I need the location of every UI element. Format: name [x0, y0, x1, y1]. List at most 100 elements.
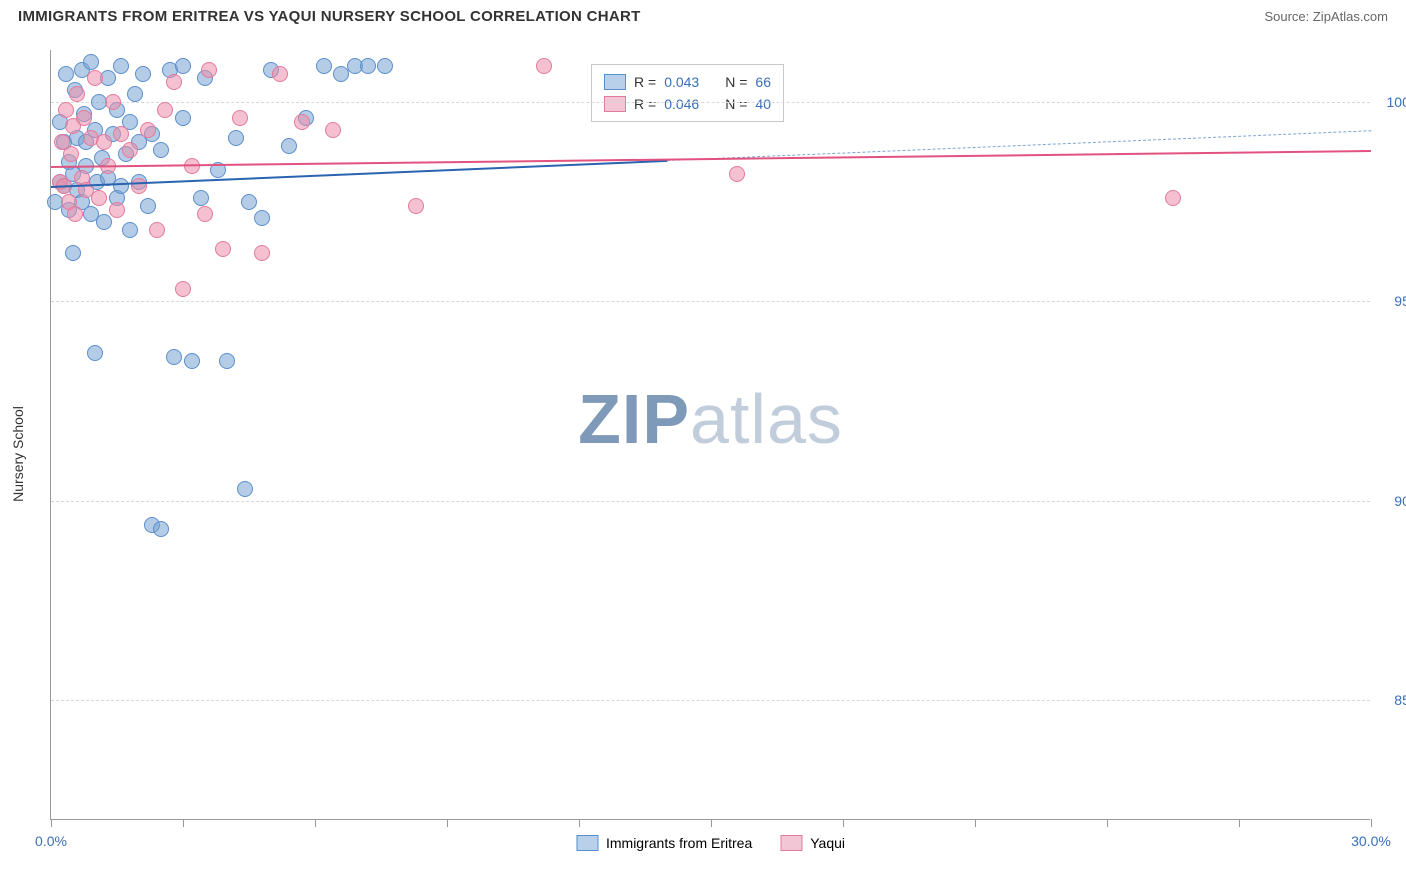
watermark-light: atlas: [690, 380, 843, 458]
correlation-legend: R = 0.043 N = 66 R = 0.046 N = 40: [591, 64, 784, 122]
series-legend-item: Yaqui: [780, 835, 845, 851]
legend-swatch: [576, 835, 598, 851]
scatter-point: [65, 245, 81, 261]
gridline: [51, 700, 1370, 701]
x-tick: [1371, 819, 1372, 827]
y-tick-label: 100.0%: [1387, 94, 1406, 110]
legend-swatch: [604, 96, 626, 112]
x-tick: [51, 819, 52, 827]
scatter-point: [87, 70, 103, 86]
series-name: Yaqui: [810, 835, 845, 851]
scatter-point: [140, 198, 156, 214]
scatter-point: [197, 206, 213, 222]
chart-title: IMMIGRANTS FROM ERITREA VS YAQUI NURSERY…: [18, 8, 641, 25]
scatter-point: [272, 66, 288, 82]
y-tick-label: 85.0%: [1394, 692, 1406, 708]
watermark-bold: ZIP: [578, 380, 690, 458]
legend-n-label: N =: [725, 93, 747, 115]
scatter-point: [281, 138, 297, 154]
scatter-point: [140, 122, 156, 138]
scatter-point: [254, 245, 270, 261]
scatter-point: [122, 142, 138, 158]
trend-line: [51, 150, 1371, 168]
legend-row: R = 0.046 N = 40: [604, 93, 771, 115]
gridline: [51, 301, 1370, 302]
y-axis-label: Nursery School: [10, 406, 26, 502]
y-tick-label: 90.0%: [1394, 493, 1406, 509]
gridline: [51, 102, 1370, 103]
x-tick: [843, 819, 844, 827]
legend-n-value: 40: [755, 93, 771, 115]
scatter-point: [184, 353, 200, 369]
scatter-point: [135, 66, 151, 82]
scatter-point: [113, 178, 129, 194]
scatter-point: [122, 222, 138, 238]
y-tick-label: 95.0%: [1394, 293, 1406, 309]
scatter-point: [91, 190, 107, 206]
x-tick: [975, 819, 976, 827]
x-tick: [315, 819, 316, 827]
scatter-point: [76, 110, 92, 126]
scatter-point: [201, 62, 217, 78]
scatter-point: [1165, 190, 1181, 206]
scatter-point: [294, 114, 310, 130]
scatter-point: [215, 241, 231, 257]
legend-swatch: [604, 74, 626, 90]
scatter-point: [105, 94, 121, 110]
scatter-point: [153, 521, 169, 537]
scatter-point: [193, 190, 209, 206]
scatter-point: [131, 178, 147, 194]
scatter-point: [127, 86, 143, 102]
scatter-point: [228, 130, 244, 146]
scatter-point: [157, 102, 173, 118]
scatter-point: [153, 142, 169, 158]
legend-r-value: 0.046: [664, 93, 699, 115]
scatter-point: [69, 86, 85, 102]
x-tick: [1239, 819, 1240, 827]
watermark: ZIPatlas: [578, 379, 843, 459]
scatter-point: [729, 166, 745, 182]
legend-n-value: 66: [755, 71, 771, 93]
series-legend: Immigrants from Eritrea Yaqui: [576, 835, 845, 851]
scatter-point: [58, 102, 74, 118]
chart-plot-area: ZIPatlas R = 0.043N = 66R = 0.046N = 40 …: [50, 50, 1370, 820]
scatter-point: [96, 214, 112, 230]
x-tick-label: 30.0%: [1351, 833, 1391, 849]
scatter-point: [232, 110, 248, 126]
scatter-point: [63, 146, 79, 162]
scatter-point: [175, 281, 191, 297]
scatter-point: [536, 58, 552, 74]
legend-r-label: R =: [634, 71, 656, 93]
scatter-point: [113, 58, 129, 74]
scatter-point: [166, 349, 182, 365]
scatter-point: [316, 58, 332, 74]
scatter-point: [237, 481, 253, 497]
scatter-point: [175, 110, 191, 126]
scatter-point: [219, 353, 235, 369]
series-legend-item: Immigrants from Eritrea: [576, 835, 752, 851]
x-tick: [711, 819, 712, 827]
scatter-point: [325, 122, 341, 138]
x-tick: [579, 819, 580, 827]
x-tick: [447, 819, 448, 827]
x-tick: [1107, 819, 1108, 827]
scatter-point: [166, 74, 182, 90]
scatter-point: [87, 345, 103, 361]
scatter-point: [377, 58, 393, 74]
legend-swatch: [780, 835, 802, 851]
source-label: Source: ZipAtlas.com: [1264, 9, 1388, 24]
scatter-point: [241, 194, 257, 210]
scatter-point: [408, 198, 424, 214]
legend-r-label: R =: [634, 93, 656, 115]
source-prefix: Source:: [1264, 9, 1312, 24]
x-tick-label: 0.0%: [35, 833, 67, 849]
legend-row: R = 0.043 N = 66: [604, 71, 771, 93]
scatter-point: [113, 126, 129, 142]
scatter-point: [360, 58, 376, 74]
gridline: [51, 501, 1370, 502]
scatter-point: [149, 222, 165, 238]
scatter-point: [254, 210, 270, 226]
legend-n-label: N =: [725, 71, 747, 93]
scatter-point: [83, 54, 99, 70]
legend-r-value: 0.043: [664, 71, 699, 93]
